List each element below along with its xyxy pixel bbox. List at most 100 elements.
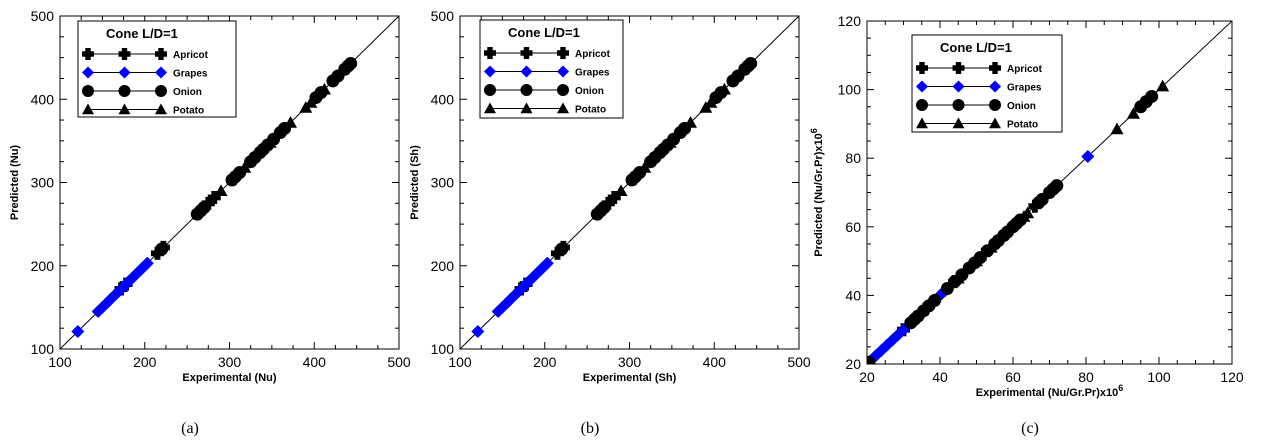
- legend-marker: [952, 99, 965, 111]
- legend-marker: [155, 66, 167, 79]
- data-point: [984, 240, 998, 253]
- y-tick-label: 20: [845, 356, 861, 372]
- x-tick-label: 400: [703, 354, 727, 370]
- legend-marker: [989, 62, 1001, 75]
- legend-entry-apricot: Apricot: [916, 62, 1043, 75]
- legend-marker: [82, 103, 94, 115]
- data-point: [867, 355, 876, 364]
- legend-label: Apricot: [575, 49, 611, 60]
- legend: Cone L/D=1 Apricot Grapes Onion Potato: [911, 34, 1063, 133]
- legend-marker: [118, 48, 131, 60]
- legend-entry-onion: Onion: [916, 99, 1036, 112]
- legend-marker: [484, 65, 496, 78]
- series-potato: [614, 82, 731, 197]
- legend-marker: [82, 66, 94, 79]
- chart-panel-2: 100 200 300 400 500 100 200 300 400 500 Experiment…: [409, 8, 811, 437]
- x-tick-label: 60: [1005, 369, 1021, 385]
- legend-marker: [82, 48, 95, 60]
- data-point: [717, 82, 731, 95]
- legend-marker: [916, 99, 928, 111]
- data-point: [238, 161, 252, 173]
- legend-title: Cone L/D=1: [106, 26, 178, 41]
- x-tick-label: 500: [387, 354, 411, 370]
- legend-marker: [557, 102, 569, 114]
- y-tick-label: 100: [431, 341, 455, 357]
- data-point: [344, 56, 358, 70]
- legend-entry-onion: Onion: [82, 85, 202, 98]
- x-tick-label: 100: [48, 354, 72, 370]
- legend-entry-potato: Potato: [916, 117, 1038, 131]
- data-point: [970, 254, 983, 267]
- legend-marker: [520, 65, 533, 78]
- x-tick-label: 200: [533, 354, 557, 370]
- x-axis-label: Experimental (Sh): [583, 372, 677, 384]
- series-potato: [951, 79, 1170, 284]
- legend-label: Potato: [575, 105, 606, 116]
- series-potato: [214, 82, 331, 197]
- panel-label: (c): [1021, 420, 1039, 437]
- y-tick-label: 100: [31, 341, 55, 357]
- legend-marker: [520, 47, 533, 59]
- data-point: [597, 200, 611, 214]
- data-point: [1156, 79, 1170, 92]
- series-grapes: [71, 256, 154, 339]
- legend-marker: [916, 62, 928, 75]
- panel-label: (a): [181, 420, 199, 437]
- y-tick-label: 200: [31, 258, 55, 274]
- data-point: [540, 256, 554, 270]
- legend-marker: [118, 66, 131, 79]
- legend-label: Onion: [575, 86, 604, 97]
- legend-label: Apricot: [173, 50, 209, 61]
- x-tick-label: 100: [448, 354, 472, 370]
- y-tick-label: 500: [31, 8, 55, 24]
- legend-label: Onion: [173, 87, 202, 98]
- x-tick-label: 20: [859, 369, 875, 385]
- data-point: [951, 271, 965, 284]
- legend-entry-apricot: Apricot: [484, 47, 611, 60]
- legend-marker: [484, 47, 496, 59]
- data-point: [1050, 179, 1064, 193]
- data-point: [214, 184, 228, 197]
- y-axis-label: Predicted (Sh): [409, 145, 421, 220]
- series-grapes: [471, 256, 554, 339]
- x-tick-label: 40: [932, 369, 948, 385]
- chart-panel-3: 20 40 60 80 100 120 20 40 60 80 100 120 Experimental…: [809, 13, 1244, 437]
- legend-label: Potato: [173, 106, 204, 117]
- legend-marker: [484, 84, 496, 96]
- x-tick-label: 100: [1147, 369, 1171, 385]
- legend-title: Cone L/D=1: [940, 40, 1012, 55]
- data-point: [304, 96, 318, 108]
- x-tick-label: 200: [133, 354, 157, 370]
- data-point: [638, 161, 652, 173]
- x-tick-label: 300: [618, 354, 642, 370]
- legend-marker: [989, 117, 1001, 129]
- legend-marker: [118, 85, 131, 97]
- legend-marker: [916, 117, 928, 129]
- data-point: [317, 82, 331, 95]
- legend-entry-grapes: Grapes: [82, 66, 208, 80]
- legend-entry-grapes: Grapes: [916, 80, 1042, 94]
- y-tick-label: 400: [31, 91, 55, 107]
- data-point: [663, 136, 677, 148]
- legend-marker: [557, 65, 569, 78]
- legend-entry-grapes: Grapes: [484, 65, 610, 79]
- data-point: [704, 96, 718, 108]
- legend-label: Apricot: [1007, 64, 1043, 75]
- legend-marker: [155, 48, 167, 60]
- y-tick-label: 500: [431, 8, 455, 24]
- legend-marker: [952, 80, 965, 93]
- legend-label: Onion: [1007, 101, 1036, 112]
- data-point: [1145, 89, 1159, 103]
- legend-marker: [118, 103, 131, 115]
- legend-marker: [520, 84, 533, 96]
- legend-marker: [952, 62, 965, 75]
- data-point: [928, 294, 942, 308]
- data-point: [284, 116, 298, 128]
- y-axis-label: Predicted (Nu): [9, 145, 21, 221]
- x-tick-label: 500: [787, 354, 811, 370]
- legend-marker: [989, 99, 1001, 111]
- y-tick-label: 300: [431, 175, 455, 191]
- data-point: [71, 325, 85, 339]
- legend-label: Potato: [1007, 120, 1038, 131]
